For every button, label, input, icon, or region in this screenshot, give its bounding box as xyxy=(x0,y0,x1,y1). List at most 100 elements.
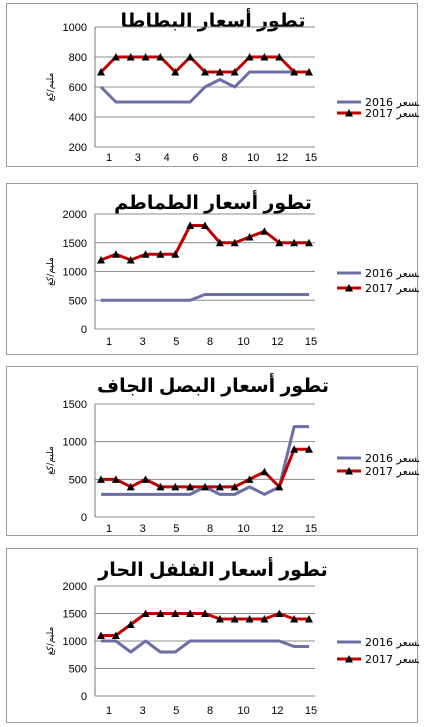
data-point-marker xyxy=(141,250,150,258)
data-point-marker xyxy=(260,615,269,623)
potato-price-chart: تطور أسعار البطاطا 200 400 600 800 1000 مليم/… xyxy=(6,3,419,167)
y-tick-label: 800 xyxy=(69,52,87,64)
data-point-marker xyxy=(141,609,150,617)
data-point-marker xyxy=(260,53,269,61)
data-point-marker xyxy=(111,475,120,483)
x-tick-label: 12 xyxy=(271,705,283,717)
y-tick-label: 500 xyxy=(69,664,87,676)
data-point-marker xyxy=(126,256,135,264)
data-point-marker xyxy=(156,53,165,61)
y-tick-label: 2000 xyxy=(63,581,87,593)
data-point-marker xyxy=(156,609,165,617)
pepper-plot-area: 0 500 1000 1500 2000 مليم/كغ 1 3 5 8 10 12 15 السعر 2… xyxy=(46,581,419,717)
y-tick-label: 1000 xyxy=(63,636,87,648)
y-tick-label: 2000 xyxy=(63,209,87,221)
x-tick-label: 5 xyxy=(173,336,179,348)
data-point-marker xyxy=(305,68,313,76)
x-tick-label: 3 xyxy=(140,705,146,717)
data-point-marker xyxy=(111,631,120,639)
x-tick-label: 8 xyxy=(207,523,213,535)
x-tick-label: 12 xyxy=(271,336,283,348)
x-tick-label: 15 xyxy=(305,705,317,717)
potato-plot-area: 200 400 600 800 1000 مليم/كغ 1 3 4 6 8 10 12 15 السعر … xyxy=(46,22,419,164)
data-point-marker xyxy=(245,475,254,483)
legend-label: السعر 2017 xyxy=(365,465,419,478)
data-point-marker xyxy=(171,609,180,617)
x-tick-label: 10 xyxy=(247,152,259,164)
x-tick-label: 3 xyxy=(135,152,141,164)
x-tick-label: 15 xyxy=(305,336,317,348)
x-tick-label: 8 xyxy=(207,705,213,717)
legend-label: السعر 2016 xyxy=(365,452,419,465)
data-point-marker xyxy=(215,482,224,491)
legend-label: السعر 2016 xyxy=(365,96,419,109)
data-point-marker xyxy=(290,445,299,453)
chart-title: تطور أسعار الفلفل الحار xyxy=(98,560,328,581)
x-tick-label: 5 xyxy=(173,705,179,717)
y-tick-label: 1000 xyxy=(63,22,87,34)
data-point-marker xyxy=(215,238,224,247)
y-tick-label: 1500 xyxy=(63,399,87,411)
x-tick-label: 3 xyxy=(140,336,146,348)
legend-label: السعر 2017 xyxy=(365,653,419,666)
series-line xyxy=(101,293,309,302)
x-tick-label: 15 xyxy=(305,152,317,164)
data-point-marker xyxy=(97,256,105,264)
legend-label: السعر 2016 xyxy=(365,636,419,649)
data-point-marker xyxy=(290,615,299,623)
data-point-marker xyxy=(186,609,195,617)
x-tick-label: 5 xyxy=(173,523,179,535)
x-tick-label: 1 xyxy=(106,336,112,348)
data-point-marker xyxy=(111,250,120,258)
data-point-marker xyxy=(97,475,105,483)
x-tick-label: 1 xyxy=(106,152,112,164)
legend-marker xyxy=(345,109,353,117)
legend-marker xyxy=(345,284,353,292)
data-point-marker xyxy=(305,445,313,453)
data-point-marker xyxy=(290,68,299,76)
chart-title: تطور أسعار الطماطم xyxy=(114,193,312,214)
data-point-marker xyxy=(156,250,165,258)
data-point-marker xyxy=(201,221,209,229)
x-tick-label: 8 xyxy=(207,336,213,348)
data-point-marker xyxy=(126,482,135,491)
data-point-marker xyxy=(141,53,150,61)
y-tick-label: 600 xyxy=(69,82,87,94)
onion-plot-area: 0 500 1000 1500 مليم/كغ 1 3 5 8 10 12 15 السعر 2016ا… xyxy=(46,399,419,535)
tomato-price-chart: تطور أسعار الطماطم 0 500 1000 1500 2000 مليم/… xyxy=(6,183,419,355)
x-tick-label: 10 xyxy=(238,705,250,717)
onion-price-chart: تطور أسعار البصل الجاف 0 500 1000 1500 مليم/… xyxy=(6,366,419,536)
y-tick-label: 1000 xyxy=(63,437,87,449)
data-point-marker xyxy=(201,609,209,617)
data-point-marker xyxy=(245,53,254,61)
hot-pepper-price-chart: تطور أسعار الفلفل الحار 0 500 1000 1500 2000… xyxy=(6,548,419,723)
data-point-marker xyxy=(230,615,239,623)
x-tick-label: 12 xyxy=(271,523,283,535)
data-point-marker xyxy=(171,250,180,258)
chart-title: تطور أسعار البصل الجاف xyxy=(97,376,329,397)
data-point-marker xyxy=(97,631,105,639)
data-point-marker xyxy=(201,482,209,491)
x-tick-label: 4 xyxy=(164,152,170,164)
x-tick-label: 6 xyxy=(193,152,199,164)
data-point-marker xyxy=(126,620,135,628)
x-tick-label: 12 xyxy=(276,152,288,164)
series-line xyxy=(101,639,309,654)
data-point-marker xyxy=(305,238,313,247)
y-axis-label: مليم/كغ xyxy=(46,446,56,475)
data-point-marker xyxy=(215,68,224,76)
data-point-marker xyxy=(275,238,284,247)
y-axis-label: مليم/كغ xyxy=(46,73,56,102)
x-tick-label: 10 xyxy=(238,336,250,348)
x-tick-label: 8 xyxy=(221,152,227,164)
y-tick-label: 400 xyxy=(69,112,87,124)
y-tick-label: 1500 xyxy=(63,238,87,250)
data-point-marker xyxy=(245,233,254,241)
data-point-marker xyxy=(290,238,299,247)
legend-marker xyxy=(345,467,353,475)
y-tick-label: 1500 xyxy=(63,609,87,621)
y-tick-label: 500 xyxy=(69,295,87,307)
y-tick-label: 500 xyxy=(69,474,87,486)
legend-label: السعر 2017 xyxy=(365,282,419,295)
data-point-marker xyxy=(230,68,239,76)
